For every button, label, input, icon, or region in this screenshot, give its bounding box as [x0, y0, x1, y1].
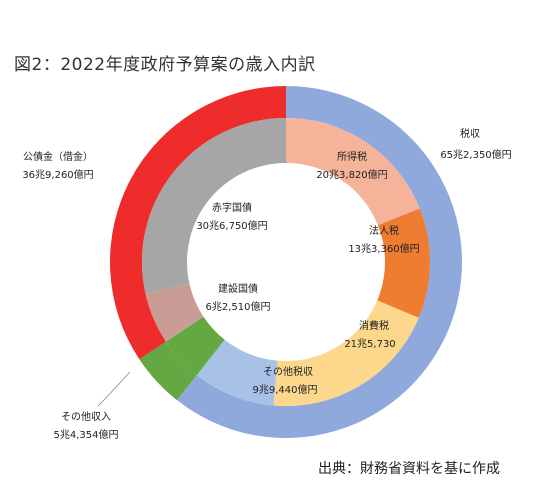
inner-value-corporate-tax: 13兆3,360億円 — [348, 242, 419, 255]
other-revenue-leader-line — [97, 371, 131, 407]
inner-slice-other-tax — [196, 339, 278, 406]
inner-slice-construction-bonds — [145, 283, 204, 342]
outer-value-other-revenue: 5兆4,354億円 — [54, 428, 119, 441]
inner-slice-corporate-tax — [377, 208, 430, 318]
inner-label-corporate-tax: 法人税 — [369, 224, 399, 237]
source-note: 出典：財務省資料を基に作成 — [318, 461, 500, 477]
outer-label-government-bonds: 公債金（借金） — [23, 150, 93, 163]
outer-slice-other-revenue — [139, 341, 197, 401]
inner-label-deficit-bonds: 赤字国債 — [212, 201, 252, 214]
chart-title: 図2：2022年度政府予算案の歳入内訳 — [14, 55, 316, 75]
inner-value-deficit-bonds: 30兆6,750億円 — [196, 219, 267, 232]
inner-slice-other-revenue — [165, 316, 225, 376]
inner-label-income-tax: 所得税 — [337, 150, 367, 163]
inner-value-construction-bonds: 6兆2,510億円 — [206, 300, 271, 313]
outer-label-tax-revenue: 税収 — [460, 127, 480, 140]
inner-slice-deficit-bonds — [142, 118, 286, 294]
outer-slice-tax-revenue — [177, 86, 462, 438]
inner-value-other-tax: 9兆9,440億円 — [253, 383, 318, 396]
inner-value-income-tax: 20兆3,820億円 — [316, 168, 387, 181]
outer-slice-government-bonds — [110, 86, 286, 360]
outer-value-tax-revenue: 65兆2,350億円 — [440, 148, 511, 161]
inner-label-other-tax: その他税収 — [263, 365, 313, 378]
inner-value-consumption-tax: 21兆5,730 — [344, 338, 395, 350]
inner-label-construction-bonds: 建設国債 — [218, 282, 258, 295]
outer-label-other-revenue: その他収入 — [61, 410, 111, 423]
outer-value-government-bonds: 36兆9,260億円 — [22, 168, 93, 181]
inner-slice-income-tax — [286, 118, 420, 226]
inner-label-consumption-tax: 消費税 — [359, 319, 389, 332]
inner-slice-consumption-tax — [273, 300, 419, 407]
